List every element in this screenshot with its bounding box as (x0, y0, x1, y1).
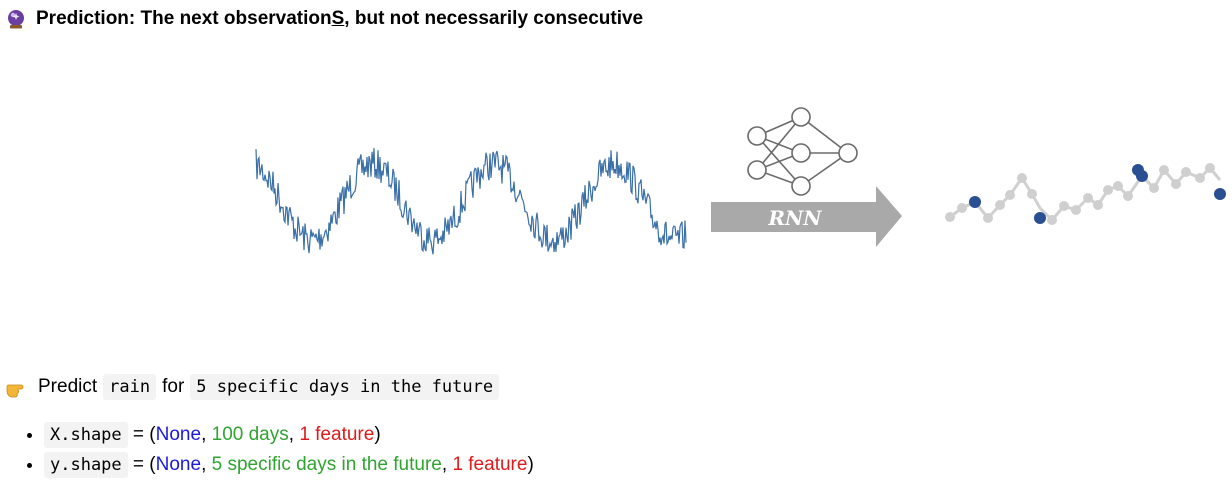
rnn-prediction-figure: RNN (255, 107, 1226, 255)
time-series-waveform (255, 148, 687, 255)
equals-text: = ( (127, 424, 156, 445)
separator: , (201, 454, 212, 475)
close-paren: ) (374, 424, 381, 445)
rnn-arrow: RNN (711, 186, 902, 247)
horizon-code: 5 specific days in the future (190, 374, 500, 400)
heading-text-before: Prediction: The next observation (36, 8, 332, 29)
y-features: 1 feature (452, 454, 528, 475)
section-heading: Prediction: The next observation S, but n… (6, 6, 643, 32)
x-features: 1 feature (299, 424, 375, 445)
separator: , (441, 454, 453, 475)
pointing-hand-icon (6, 384, 24, 398)
x-shape-item: X.shape = (None, 100 days, 1 feature) (44, 420, 534, 450)
target-variable-code: rain (103, 374, 157, 400)
heading-text-emph: S (331, 8, 345, 29)
separator: , (201, 424, 212, 445)
crystal-ball-icon (8, 10, 24, 29)
y-steps: 5 specific days in the future (211, 454, 442, 475)
separator: , (288, 424, 300, 445)
y-shape-code: y.shape (44, 452, 128, 478)
neural-network-icon (747, 107, 858, 196)
x-steps: 100 days (211, 424, 289, 445)
batch-none: None (155, 424, 202, 445)
heading-text-after: , but not necessarily consecutive (344, 8, 644, 29)
batch-none: None (155, 454, 202, 475)
for-text: for (162, 376, 185, 397)
x-shape-code: X.shape (44, 422, 128, 448)
shape-list: X.shape = (None, 100 days, 1 feature) y.… (24, 420, 534, 480)
prediction-points (945, 163, 1226, 225)
instruction-line: Predict rain for 5 specific days in the fut… (6, 372, 500, 402)
rnn-arrow-label: RNN (767, 206, 822, 230)
equals-text: = ( (127, 454, 156, 475)
y-shape-item: y.shape = (None, 5 specific days in the … (44, 450, 534, 480)
close-paren: ) (527, 454, 534, 475)
predict-text: Predict (38, 376, 98, 397)
